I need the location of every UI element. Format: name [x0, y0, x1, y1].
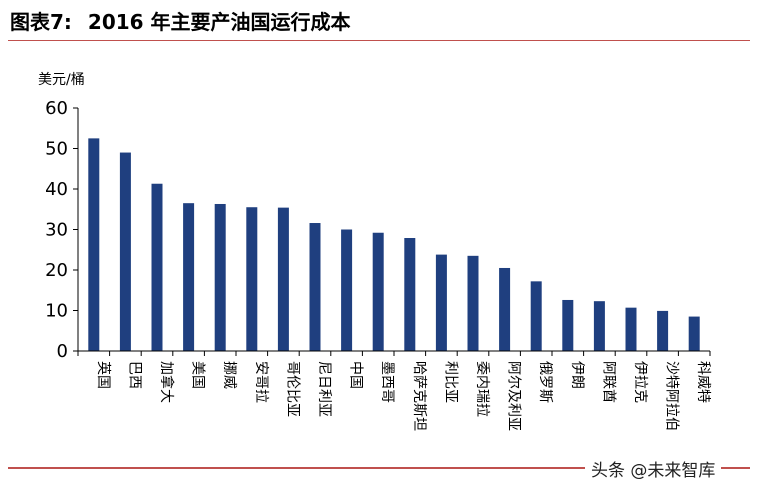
bar [277, 207, 289, 351]
bar [372, 232, 384, 351]
x-tick-label: 伊拉克 [632, 361, 648, 403]
bar [151, 183, 163, 351]
bar [657, 310, 669, 351]
x-tick-label: 伊朗 [569, 361, 585, 389]
y-tick-label: 30 [45, 220, 68, 241]
bar [404, 238, 416, 351]
y-tick-label: 0 [57, 341, 68, 362]
bar [88, 138, 100, 351]
bars [88, 138, 700, 351]
bar [625, 307, 637, 351]
bar [246, 207, 258, 351]
bar [183, 203, 195, 351]
bar [309, 223, 321, 351]
y-tick-label: 10 [45, 301, 68, 322]
y-tick-label: 40 [45, 179, 68, 200]
x-tick-label: 沙特阿拉伯 [664, 361, 680, 431]
y-tick-label: 60 [45, 98, 68, 119]
x-tick-label: 哥伦比亚 [284, 361, 300, 417]
x-tick-label: 科威特 [695, 361, 711, 403]
x-tick-label: 尼日利亚 [316, 361, 332, 417]
x-tick-label: 利比亚 [442, 361, 458, 403]
x-tick-label: 俄罗斯 [537, 361, 553, 403]
y-tick-label: 50 [45, 139, 68, 160]
y-axis-label: 美元/桶 [38, 72, 85, 88]
title-rule [8, 40, 750, 41]
figure-label: 图表7: [10, 10, 72, 34]
x-tick-label: 墨西哥 [379, 361, 395, 403]
bar [499, 267, 511, 351]
bar [341, 229, 353, 351]
bar [435, 254, 447, 351]
x-tick-label: 阿联酋 [600, 361, 617, 403]
x-tick-label: 英国 [95, 361, 112, 389]
bar [688, 316, 700, 351]
bar [214, 203, 226, 351]
footer-rule [8, 467, 750, 469]
bar [593, 301, 605, 351]
x-tick-label: 美国 [190, 361, 206, 389]
y-axis: 0 10 20 30 40 50 60 [45, 98, 79, 362]
y-tick-label: 20 [45, 260, 68, 281]
x-tick-label: 哈萨克斯坦 [411, 361, 427, 431]
x-tick-label: 加拿大 [158, 361, 175, 403]
figure-title: 图表7: 2016 年主要产油国运行成本 [10, 6, 351, 35]
bar [530, 281, 542, 351]
bar [467, 255, 479, 351]
x-tick-label: 安哥拉 [253, 361, 269, 403]
bar-chart: 美元/桶 0 10 20 30 40 50 60 英国 巴西 加拿大 美国 挪威 安哥拉 哥伦比亚 尼日利… [38, 72, 711, 431]
x-tick-label: 委内瑞拉 [474, 361, 490, 417]
x-tick-label: 中国 [348, 361, 364, 389]
figure-title-text: 2016 年主要产油国运行成本 [87, 10, 351, 34]
x-tick-label: 巴西 [126, 361, 142, 389]
bar [562, 299, 574, 351]
watermark: 头条 @未来智库 [585, 456, 722, 481]
bar [119, 152, 131, 351]
x-tick-label: 挪威 [221, 361, 237, 389]
x-axis: 英国 巴西 加拿大 美国 挪威 安哥拉 哥伦比亚 尼日利亚 中国 墨西哥 哈萨克斯坦 利比亚 委内瑞拉阿… [77, 350, 711, 431]
x-tick-label: 阿尔及利亚 [506, 361, 522, 431]
